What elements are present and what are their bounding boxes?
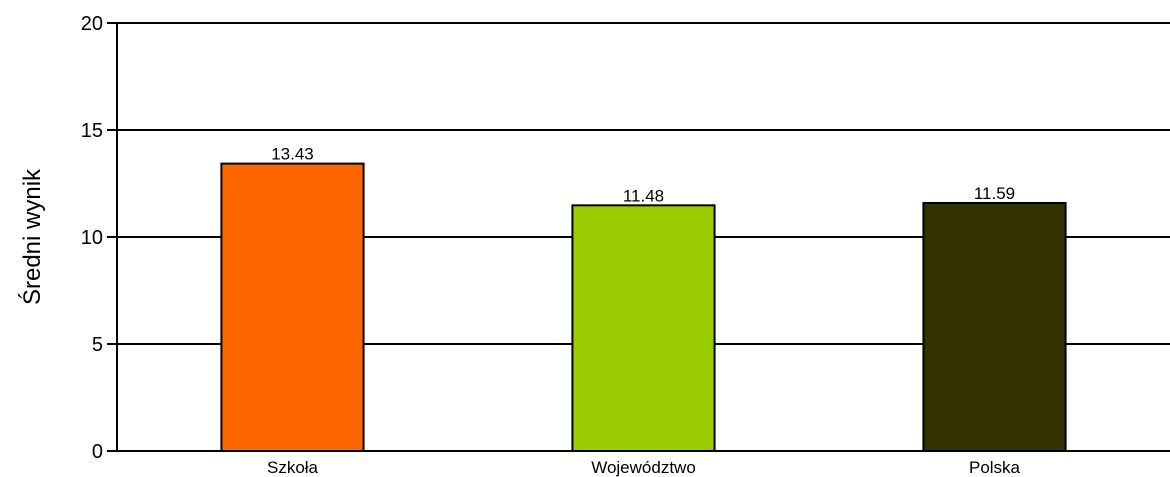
bar-0 [220,162,365,453]
value-label: 13.43 [271,145,314,164]
labels: 0 5 10 15 20 13.43 Szkoła 11.48 Województwo 11.59… [81,13,1021,477]
x-category-label: Województwo [591,458,696,477]
value-label: 11.48 [623,186,664,205]
y-tick-label: 10 [81,227,103,249]
bar-1 [571,204,716,452]
bars [220,162,1067,453]
y-tick-label: 20 [81,13,103,35]
y-tick-label: 15 [81,120,103,142]
x-category-label: Polska [969,458,1021,477]
bar-2 [922,201,1067,452]
y-tick-label: 0 [92,441,103,463]
value-label: 11.59 [974,184,1015,203]
y-tick-label: 5 [92,334,103,356]
y-axis-title: Średni wynik [18,168,46,305]
axes [116,23,1170,452]
x-category-label: Szkoła [267,458,319,477]
